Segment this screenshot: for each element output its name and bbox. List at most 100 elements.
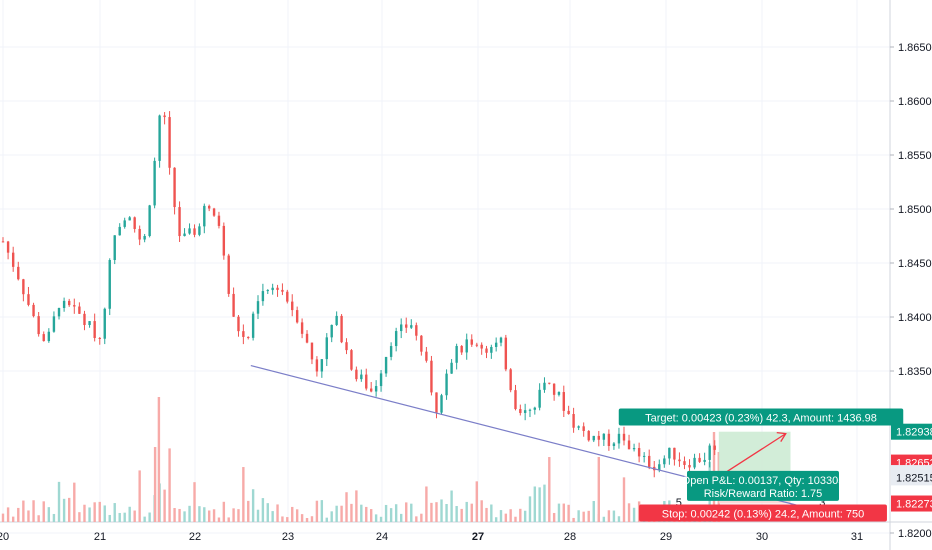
volume-bar [207, 510, 211, 522]
candle-body [178, 207, 181, 237]
volume-bar [374, 514, 378, 522]
candle-body [410, 325, 413, 328]
volume-bar [237, 509, 240, 522]
candle-body [261, 291, 265, 302]
volume-bar [286, 517, 289, 522]
volume-bar [232, 508, 235, 522]
volume-bar [300, 514, 304, 522]
candle-body [658, 464, 661, 471]
volume-bar [168, 448, 171, 522]
candle-body [494, 342, 498, 347]
candle-body [98, 337, 101, 339]
candle-body [286, 291, 289, 302]
volume-bar [379, 516, 383, 522]
candle-body [153, 160, 156, 206]
volume-bar [340, 505, 343, 522]
candle-body [445, 373, 448, 396]
volume-bar [410, 503, 413, 522]
x-tick-label: 31 [851, 531, 863, 543]
volume-bar [62, 498, 66, 522]
x-tick-label: 20 [0, 531, 9, 543]
candle-body [325, 337, 328, 360]
candle-body [523, 410, 527, 413]
volume-bar [291, 506, 294, 522]
volume-bar [103, 505, 106, 522]
candle-body [642, 455, 646, 457]
volume-bar [325, 517, 328, 522]
volume-bar [504, 513, 508, 522]
volume-bar [178, 508, 181, 522]
candle-body [133, 217, 136, 229]
candle-body [1, 241, 5, 243]
candle-body [504, 337, 508, 370]
candle-body [345, 342, 348, 351]
candle-body [281, 289, 284, 292]
candle-body [198, 226, 201, 235]
candle-body [637, 448, 641, 457]
volume-bar [108, 514, 111, 522]
volume-bar [57, 481, 61, 522]
candle-body [251, 313, 255, 338]
candle-body [168, 117, 171, 168]
position-labels: Target: 0.00423 (0.23%) 42.3, Amount: 14… [618, 408, 904, 522]
candle-body [552, 383, 556, 395]
candle-body [232, 293, 235, 317]
candle-body [389, 346, 393, 357]
volume-bar [592, 500, 595, 522]
candle-body [528, 409, 532, 411]
volume-bar [123, 512, 126, 522]
candle-body [300, 322, 304, 334]
volume-bar [173, 508, 176, 522]
candle-body [27, 294, 30, 305]
candle-body [499, 337, 503, 343]
y-tick-label: 1.85000 [898, 204, 932, 216]
candle-body [514, 390, 517, 410]
candle-body [305, 333, 309, 343]
candle-body [577, 426, 580, 428]
x-tick-label: 23 [282, 531, 294, 543]
volume-bar [227, 517, 230, 522]
volume-bar [384, 504, 388, 522]
volume-bar [548, 457, 551, 522]
candle-body [93, 321, 96, 338]
volume-bar [281, 516, 284, 522]
candle-body [435, 392, 438, 413]
y-tick-label: 1.86000 [898, 96, 932, 108]
stop-label: Stop: 0.00242 (0.13%) 24.2, Amount: 750 [662, 509, 864, 521]
volume-bar [247, 500, 250, 522]
y-tick-label: 1.86500 [898, 42, 932, 54]
volume-bar [305, 517, 309, 522]
volume-bar [475, 481, 478, 522]
volume-bar [242, 467, 245, 522]
volume-bar [365, 506, 368, 522]
candle-body [490, 346, 493, 353]
candle-body [509, 369, 512, 391]
volume-bar [163, 489, 166, 522]
volume-bar [193, 482, 196, 522]
volume-bar [490, 504, 493, 522]
volume-bar [632, 507, 636, 522]
volume-bar [73, 482, 76, 522]
volume-bar [198, 506, 201, 522]
volume-bar [6, 507, 10, 522]
volume-bar [330, 511, 333, 522]
volume-bar [425, 486, 428, 522]
volume-bar [276, 504, 279, 522]
volume-bar [266, 503, 269, 522]
candle-body [276, 287, 279, 290]
volume-bar [607, 510, 611, 522]
candle-body [32, 304, 35, 317]
candle-body [62, 300, 66, 309]
candle-body [340, 315, 343, 343]
volume-bar [562, 503, 565, 522]
volume-bar [552, 512, 556, 522]
volume-bar [261, 498, 265, 522]
candle-body [355, 369, 358, 380]
candle-body [683, 461, 686, 465]
candle-body [6, 241, 10, 253]
candle-body [57, 308, 61, 317]
target-price-tag-bg [891, 423, 932, 440]
candle-body [648, 455, 651, 467]
candle-body [597, 435, 600, 440]
